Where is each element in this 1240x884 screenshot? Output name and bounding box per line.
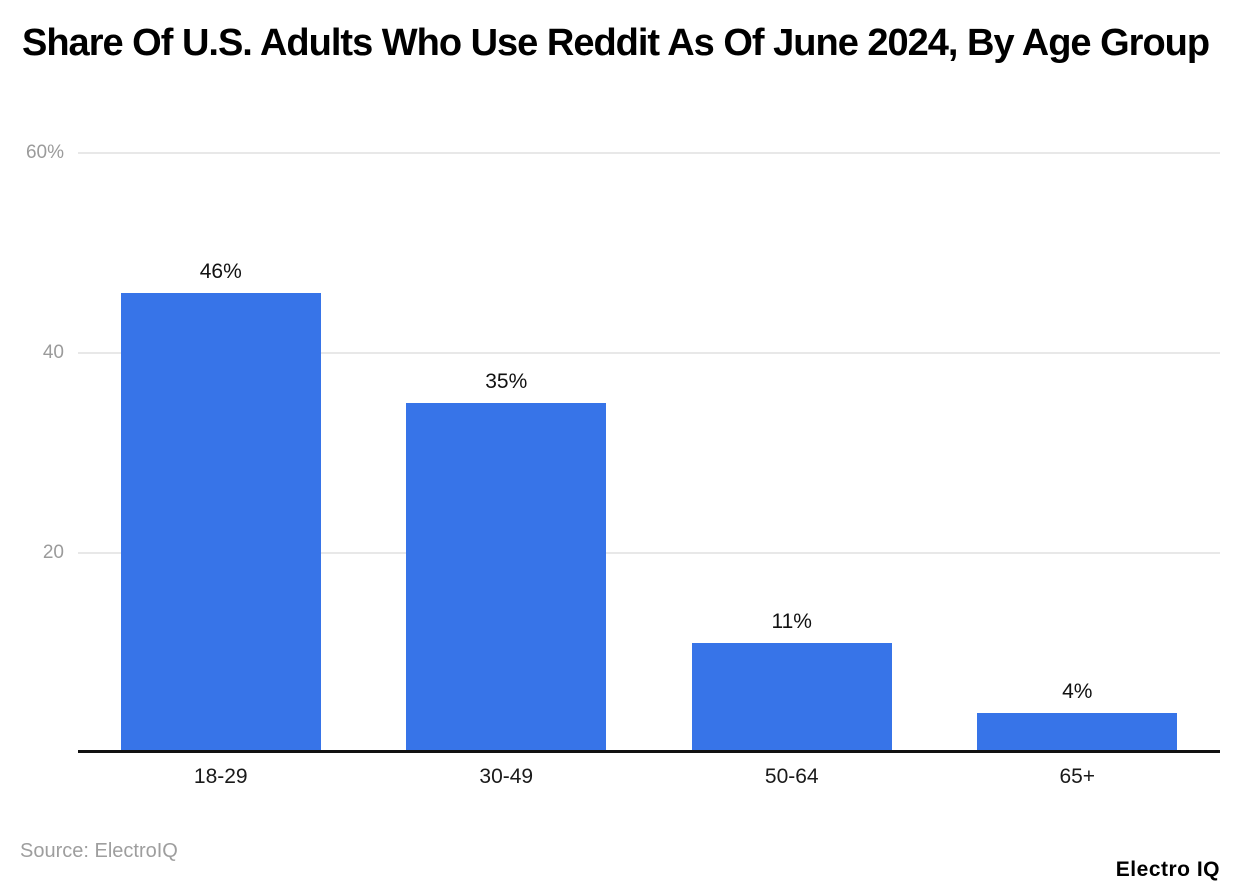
bar-value-label-30-49: 35% [485,370,528,393]
bar-50-64 [691,643,892,753]
x-category-label-50-64: 50-64 [764,765,819,788]
x-axis-line [78,750,1220,753]
bar-value-label-18-29: 46% [199,260,242,283]
x-category-label-65+: 65+ [1059,765,1096,788]
y-tick-label-20: 20 [42,542,64,563]
source-note: Source: ElectroIQ [20,840,178,862]
bar-65+ [977,713,1178,753]
bar-value-label-65+: 4% [1062,680,1093,703]
chart-title: Share Of U.S. Adults Who Use Reddit As O… [22,22,1210,64]
brand-logo: Electro IQ [1115,858,1220,881]
x-category-label-18-29: 18-29 [193,765,248,788]
bar-18-29 [120,293,321,753]
y-tick-label-60: 60% [25,142,64,163]
bar-30-49 [406,403,607,753]
gridline-40 [78,352,1220,354]
gridline-20 [78,552,1220,554]
gridline-60 [78,152,1220,154]
y-tick-label-40: 40 [42,342,64,363]
plot-area [78,152,1220,753]
bar-value-label-50-64: 11% [771,610,812,633]
x-category-label-30-49: 30-49 [479,765,534,788]
